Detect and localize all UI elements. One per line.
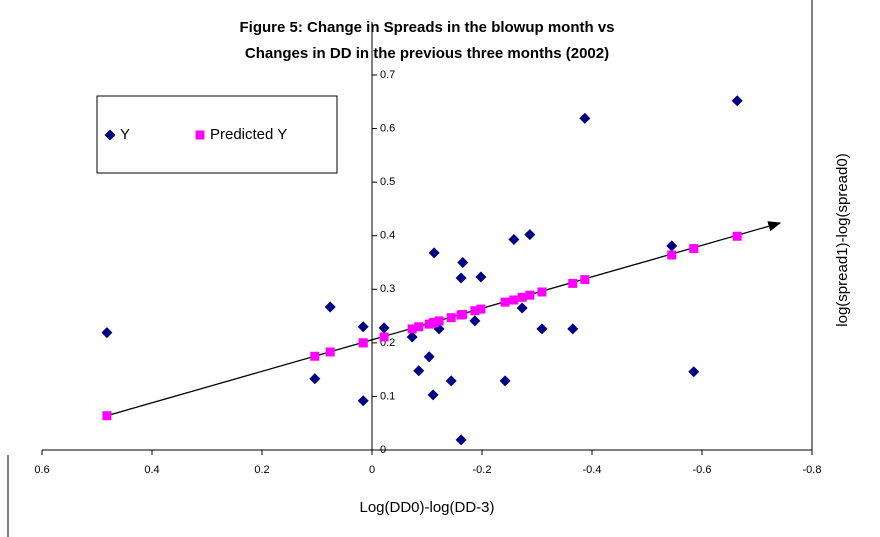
point	[499, 375, 511, 387]
point	[414, 322, 424, 332]
x-tick-label: 0.6	[34, 464, 49, 476]
point	[688, 366, 700, 378]
y-tick-label: 0.6	[380, 122, 395, 134]
point	[378, 322, 390, 334]
x-axis-title: Log(DD0)-log(DD-3)	[359, 499, 494, 516]
point	[731, 95, 743, 107]
point	[428, 247, 440, 259]
y-tick-label: 0.1	[380, 390, 395, 402]
point	[446, 313, 456, 323]
point	[475, 271, 487, 283]
legend-marker	[104, 129, 116, 141]
point	[456, 310, 466, 320]
point	[101, 327, 113, 339]
point	[537, 287, 547, 297]
y-tick-label: 0.5	[380, 176, 395, 188]
point	[102, 411, 112, 421]
point	[406, 331, 418, 343]
chart-subtitle: Changes in DD in the previous three mont…	[245, 45, 609, 62]
point	[469, 315, 481, 327]
point	[579, 112, 591, 124]
point	[358, 338, 368, 348]
x-tick-label: -0.4	[583, 464, 602, 476]
point	[732, 231, 742, 241]
point	[357, 321, 369, 333]
point	[407, 324, 417, 334]
point	[379, 332, 389, 342]
point	[508, 233, 520, 245]
point	[524, 229, 536, 241]
point	[423, 351, 435, 363]
point	[325, 347, 335, 357]
point	[517, 292, 527, 302]
x-tick-label: 0.2	[254, 464, 269, 476]
point	[667, 250, 677, 260]
point	[445, 375, 457, 387]
legend-marker	[195, 130, 205, 140]
point	[357, 395, 369, 407]
x-tick-label: 0.4	[144, 464, 159, 476]
point	[568, 278, 578, 288]
point	[455, 434, 467, 446]
y-tick-label: 0.3	[380, 283, 395, 295]
point	[567, 323, 579, 335]
y-tick-label: 0.4	[380, 230, 395, 242]
x-tick-label: -0.8	[803, 464, 822, 476]
point	[427, 389, 439, 401]
x-tick-label: 0	[369, 464, 375, 476]
point	[309, 373, 321, 385]
point	[413, 365, 425, 377]
legend	[96, 95, 338, 174]
point	[666, 240, 678, 252]
legend-label: Y	[120, 126, 130, 143]
x-tick-label: -0.2	[473, 464, 492, 476]
point	[476, 304, 486, 314]
legend-label: Predicted Y	[210, 126, 287, 143]
point	[324, 301, 336, 313]
point	[500, 297, 510, 307]
x-tick-label: -0.6	[693, 464, 712, 476]
point	[580, 275, 590, 285]
point	[689, 244, 699, 254]
point	[434, 316, 444, 326]
point	[536, 323, 548, 335]
y-tick-label: 0.7	[380, 69, 395, 81]
point	[310, 351, 320, 361]
point	[525, 290, 535, 300]
chart-title: Figure 5: Change in Spreads in the blowu…	[239, 19, 614, 36]
point	[470, 306, 480, 316]
point	[455, 272, 467, 284]
point	[509, 295, 519, 305]
point	[516, 302, 528, 314]
point	[429, 318, 439, 327]
point	[457, 257, 469, 268]
y-tick-label: 0	[380, 444, 386, 456]
y-axis-title: log(spread1)-log(spread0)	[834, 153, 851, 326]
